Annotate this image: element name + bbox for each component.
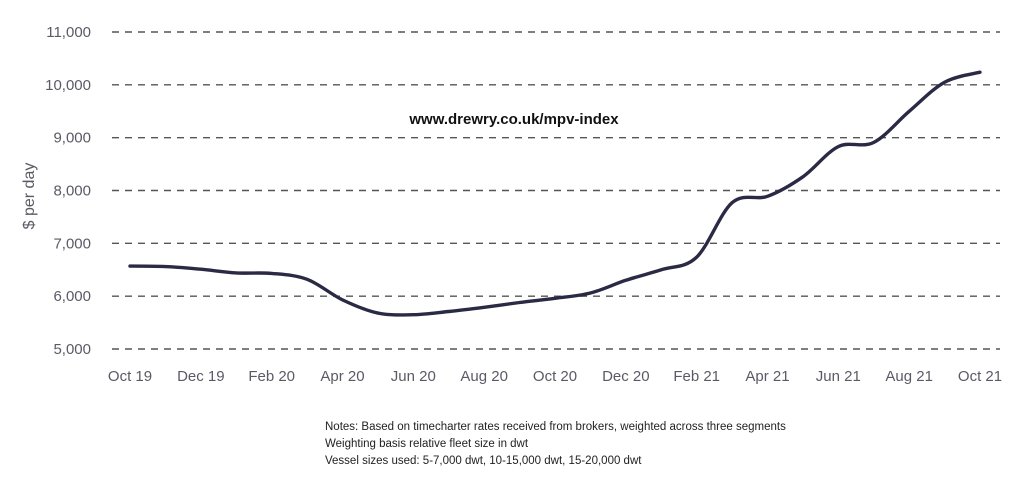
x-tick-label: Aug 20 <box>460 368 508 385</box>
notes-line-2: Weighting basis relative fleet size in d… <box>325 438 529 450</box>
x-tick-label: Jun 21 <box>816 368 861 385</box>
notes-line-3: Vessel sizes used: 5-7,000 dwt, 10-15,00… <box>325 455 642 467</box>
x-tick-label: Oct 20 <box>533 368 577 385</box>
x-tick-labels: Oct 19 Dec 19 Feb 20 Apr 20 Jun 20 Aug 20 Oct … <box>108 368 1002 385</box>
y-tick-label: 9,000 <box>53 130 91 147</box>
x-tick-label: Apr 21 <box>745 368 789 385</box>
watermark-url: www.drewry.co.uk/mpv-index <box>408 111 619 128</box>
notes-line-1: Notes: Based on timecharter rates receiv… <box>325 421 786 433</box>
y-tick-label: 11,000 <box>46 24 91 41</box>
x-tick-label: Dec 19 <box>177 368 225 385</box>
y-tick-label: 8,000 <box>53 183 91 200</box>
series-line <box>128 70 982 317</box>
x-tick-label: Oct 21 <box>958 368 1002 385</box>
x-tick-label: Feb 20 <box>248 368 295 385</box>
y-axis-label: $ per day <box>21 163 38 230</box>
x-tick-label: Dec 20 <box>602 368 650 385</box>
y-tick-label: 7,000 <box>53 235 91 252</box>
y-tick-label: 5,000 <box>53 341 91 358</box>
y-tick-label: 10,000 <box>45 77 91 94</box>
gridlines <box>112 31 1000 350</box>
x-tick-label: Aug 21 <box>885 368 933 385</box>
notes: Notes: Based on timecharter rates receiv… <box>325 419 786 470</box>
x-tick-label: Apr 20 <box>320 368 364 385</box>
x-tick-label: Oct 19 <box>108 368 152 385</box>
x-tick-label: Jun 20 <box>391 368 436 385</box>
y-tick-label: 6,000 <box>53 288 91 305</box>
x-tick-label: Feb 21 <box>673 368 720 385</box>
y-tick-labels: 5,000 6,000 7,000 8,000 9,000 10,000 11,000 <box>45 24 91 358</box>
